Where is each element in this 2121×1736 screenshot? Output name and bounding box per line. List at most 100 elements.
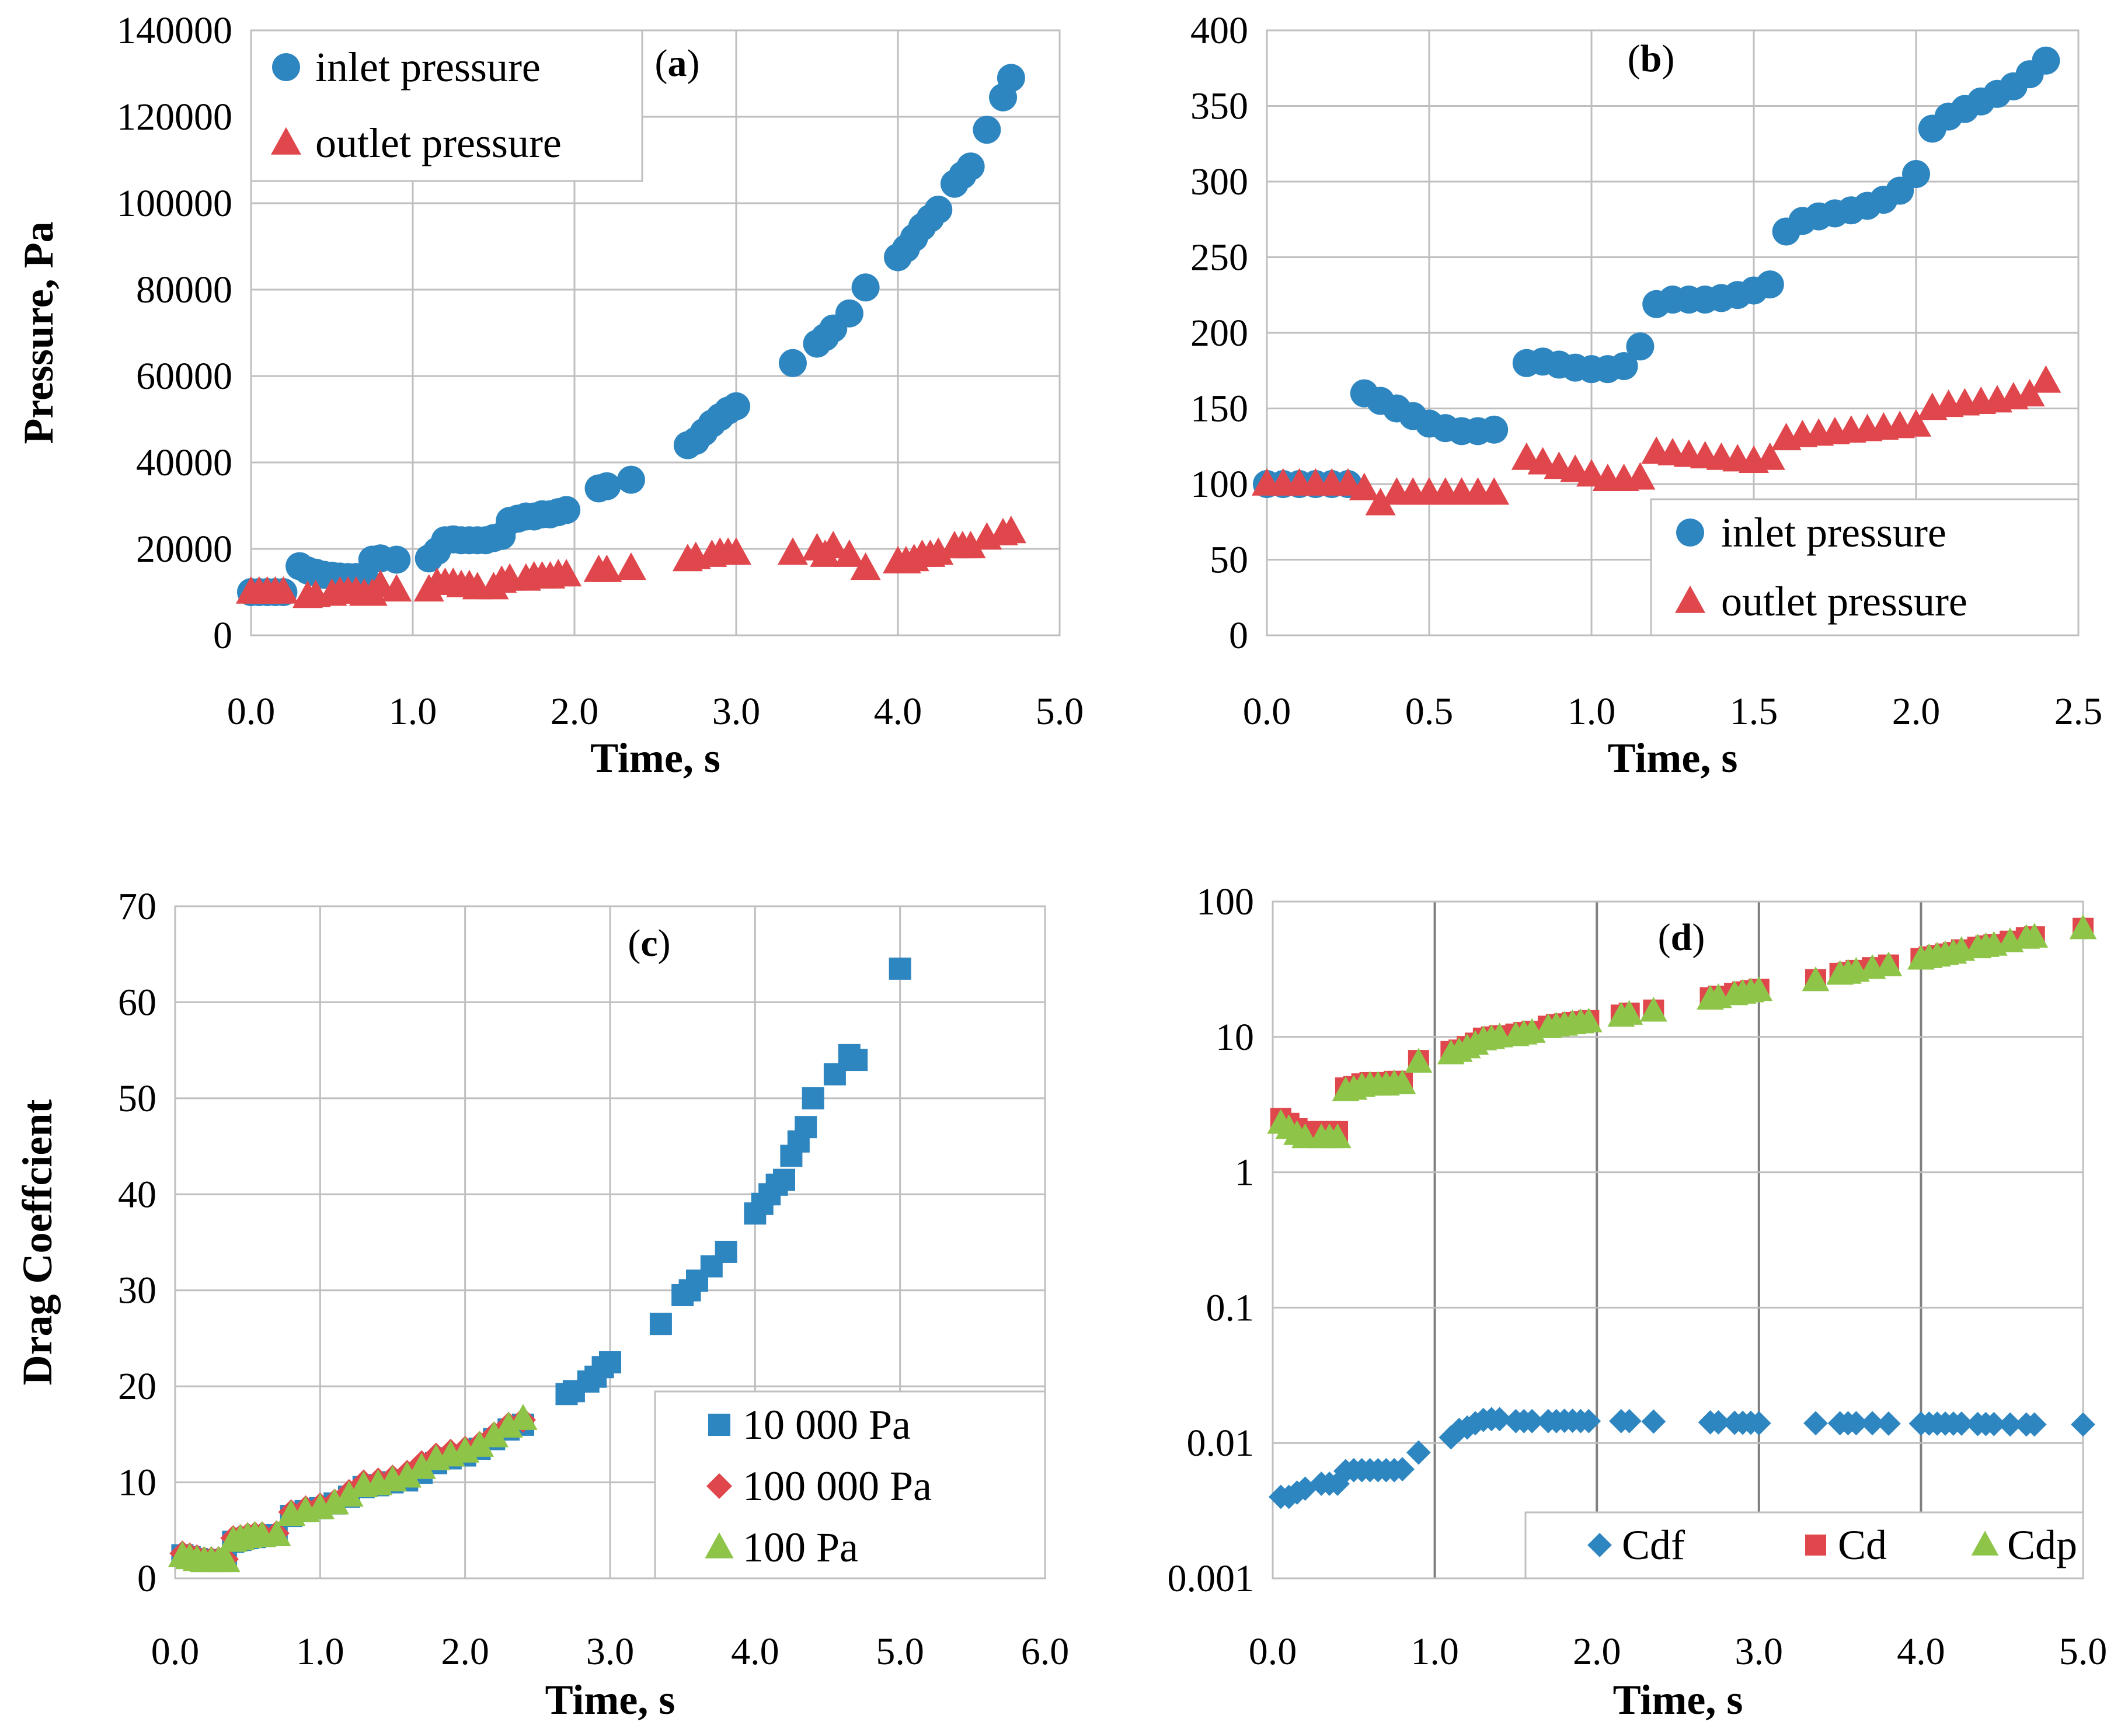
data-point — [924, 196, 953, 224]
x-tick-label: 1.5 — [1730, 690, 1778, 733]
legend-label: Cd — [1838, 1522, 1887, 1568]
panel-label-letter: a — [668, 42, 687, 85]
x-tick-label: 0.0 — [151, 1630, 200, 1673]
plot-frame — [174, 905, 1046, 1580]
data-point — [889, 957, 911, 980]
y-tick-label: 50 — [1210, 539, 1248, 582]
data-point — [381, 574, 412, 602]
legend-marker — [1676, 519, 1704, 547]
legend-marker — [272, 53, 300, 81]
data-point — [777, 537, 808, 565]
data-point — [1949, 1411, 1974, 1436]
data-point — [1365, 488, 1396, 516]
y-tick-label: 1 — [1235, 1151, 1254, 1194]
data-point — [262, 1520, 291, 1546]
y-tick-label: 80000 — [136, 269, 232, 311]
data-point — [1293, 1476, 1318, 1501]
data-point — [268, 576, 299, 604]
plot-frame — [250, 29, 1061, 636]
legend: inlet pressure outlet pressure — [1650, 498, 2080, 636]
x-tick-label: 5.0 — [2059, 1630, 2108, 1673]
x-tick-label: 1.0 — [389, 690, 437, 733]
data-point — [1615, 1000, 1643, 1025]
legend-label: Cdf — [1622, 1522, 1685, 1568]
y-tick-label: 50 — [118, 1077, 156, 1120]
x-tick-label: 0.0 — [1243, 690, 1291, 733]
data-point — [479, 1421, 509, 1448]
x-axis-title: Time, s — [545, 1676, 675, 1723]
y-tick-label: 10 — [1216, 1016, 1254, 1059]
panel-c: 0.0 1.0 2.0 3.0 4.0 5.0 6.0 0 10 20 30 40 50 60 70 (c) T… — [14, 885, 1069, 1723]
y-tick-label: 0.001 — [1168, 1557, 1255, 1600]
data-point — [1901, 409, 1931, 437]
panel-label: (c) — [628, 922, 670, 965]
legend-label: inlet pressure — [1721, 509, 1946, 556]
data-point — [649, 1313, 672, 1335]
data-point — [2071, 1412, 2095, 1437]
data-point — [382, 545, 411, 574]
legend-label: 100 Pa — [743, 1524, 858, 1571]
y-tick-label: 120000 — [117, 96, 232, 138]
data-point — [835, 299, 863, 328]
data-point — [211, 1546, 241, 1573]
data-point — [593, 472, 621, 500]
y-tick-label: 40000 — [136, 441, 232, 484]
x-tick-label: 6.0 — [1021, 1630, 1070, 1673]
data-point — [1803, 1411, 1828, 1436]
data-point — [465, 1431, 494, 1457]
data-point — [1480, 415, 1509, 444]
data-point — [1520, 1408, 1545, 1434]
x-tick-label: 4.0 — [1897, 1630, 1945, 1673]
legend-marker — [1805, 1535, 1826, 1556]
data-point — [509, 1404, 538, 1430]
data-point — [1406, 1440, 1431, 1465]
y-tick-label: 100 — [1196, 881, 1254, 923]
x-tick-label: 0.0 — [1249, 1630, 1297, 1673]
data-point — [845, 1049, 868, 1071]
data-point — [1390, 1457, 1415, 1482]
data-point — [1802, 966, 1830, 991]
data-point — [1902, 160, 1930, 189]
data-point — [1610, 352, 1638, 380]
data-point — [392, 1461, 422, 1488]
data-point — [1349, 472, 1380, 500]
x-tick-label: 1.0 — [1410, 1630, 1459, 1673]
data-point — [2014, 378, 2045, 406]
data-point — [1617, 1408, 1642, 1434]
data-point — [1745, 976, 1773, 1001]
series-cdp — [1267, 914, 2097, 1149]
data-point — [1575, 1007, 1603, 1032]
data-point — [823, 1063, 846, 1086]
y-tick-label: 20000 — [136, 528, 232, 570]
y-axis-title: Pressure, Pa — [15, 221, 62, 444]
legend-label: 10 000 Pa — [743, 1401, 911, 1448]
y-tick-label: 0 — [137, 1557, 156, 1600]
series-outlet-pressure — [1252, 365, 2061, 516]
data-point — [1875, 951, 1903, 976]
y-tick-label: 70 — [118, 885, 156, 928]
data-point — [1756, 270, 1784, 299]
data-point — [591, 554, 622, 582]
data-point — [995, 516, 1026, 544]
legend-box — [1650, 498, 2080, 636]
y-tick-label: 100 — [1190, 463, 1248, 506]
data-point — [851, 273, 880, 302]
legend-label: Cdp — [2007, 1522, 2077, 1568]
panel-d: 0.0 1.0 2.0 3.0 4.0 5.0 0.001 0.01 0.1 1 10 100 (d) T… — [1168, 881, 2108, 1723]
y-tick-label: 250 — [1190, 236, 1248, 279]
legend: Cdf Cd Cdp — [1524, 1511, 2084, 1580]
data-point — [1641, 1409, 1666, 1434]
legend-marker — [708, 1414, 730, 1436]
data-point — [955, 531, 986, 559]
x-tick-label: 3.0 — [586, 1630, 635, 1673]
data-point — [599, 1351, 621, 1374]
data-point — [1876, 1411, 1901, 1436]
x-tick-label: 1.0 — [1568, 690, 1616, 733]
legend-marker — [271, 127, 301, 155]
data-point — [1325, 1471, 1350, 1496]
data-point — [320, 1488, 349, 1515]
data-point — [1487, 1407, 1512, 1432]
y-tick-label: 0.01 — [1187, 1422, 1255, 1464]
x-tick-label: 2.5 — [2054, 690, 2103, 733]
y-tick-label: 300 — [1190, 161, 1248, 203]
